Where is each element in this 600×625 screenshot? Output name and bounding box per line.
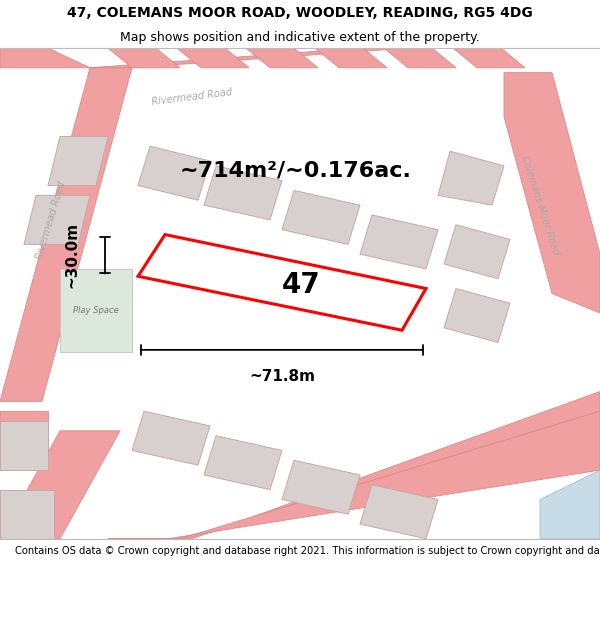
Text: Map shows position and indicative extent of the property.: Map shows position and indicative extent… — [120, 31, 480, 44]
Polygon shape — [138, 234, 426, 330]
Polygon shape — [0, 490, 54, 539]
Polygon shape — [177, 48, 249, 68]
Text: Contains OS data © Crown copyright and database right 2021. This information is : Contains OS data © Crown copyright and d… — [15, 546, 600, 556]
Text: ~71.8m: ~71.8m — [249, 369, 315, 384]
Polygon shape — [438, 151, 504, 205]
Polygon shape — [204, 436, 282, 490]
Polygon shape — [282, 460, 360, 514]
Text: 47, COLEMANS MOOR ROAD, WOODLEY, READING, RG5 4DG: 47, COLEMANS MOOR ROAD, WOODLEY, READING… — [67, 6, 533, 21]
Polygon shape — [540, 470, 600, 539]
Text: Rivermead Road: Rivermead Road — [34, 179, 68, 260]
Polygon shape — [90, 48, 408, 68]
Polygon shape — [108, 48, 180, 68]
Polygon shape — [444, 289, 510, 342]
Polygon shape — [504, 72, 600, 313]
Polygon shape — [246, 48, 318, 68]
Polygon shape — [315, 48, 387, 68]
Polygon shape — [60, 269, 132, 352]
Text: ~714m²/~0.176ac.: ~714m²/~0.176ac. — [180, 161, 412, 181]
Text: Rivermead Road: Rivermead Road — [151, 88, 233, 107]
Polygon shape — [453, 48, 525, 68]
Polygon shape — [360, 215, 438, 269]
Polygon shape — [282, 191, 360, 244]
Text: ~30.0m: ~30.0m — [65, 222, 79, 289]
Polygon shape — [360, 485, 438, 539]
Polygon shape — [48, 136, 108, 186]
Polygon shape — [384, 48, 456, 68]
Polygon shape — [132, 411, 210, 465]
Polygon shape — [108, 411, 600, 539]
Polygon shape — [204, 166, 282, 220]
Polygon shape — [0, 48, 90, 68]
Text: 47: 47 — [281, 271, 320, 299]
Polygon shape — [0, 411, 48, 470]
Polygon shape — [0, 421, 48, 470]
Polygon shape — [0, 68, 132, 401]
Text: Play Space: Play Space — [73, 306, 119, 315]
Polygon shape — [0, 431, 120, 539]
Polygon shape — [138, 146, 210, 200]
Text: Colemans Moor Road: Colemans Moor Road — [519, 154, 561, 256]
Polygon shape — [24, 195, 90, 244]
Polygon shape — [444, 225, 510, 279]
Polygon shape — [132, 391, 600, 539]
